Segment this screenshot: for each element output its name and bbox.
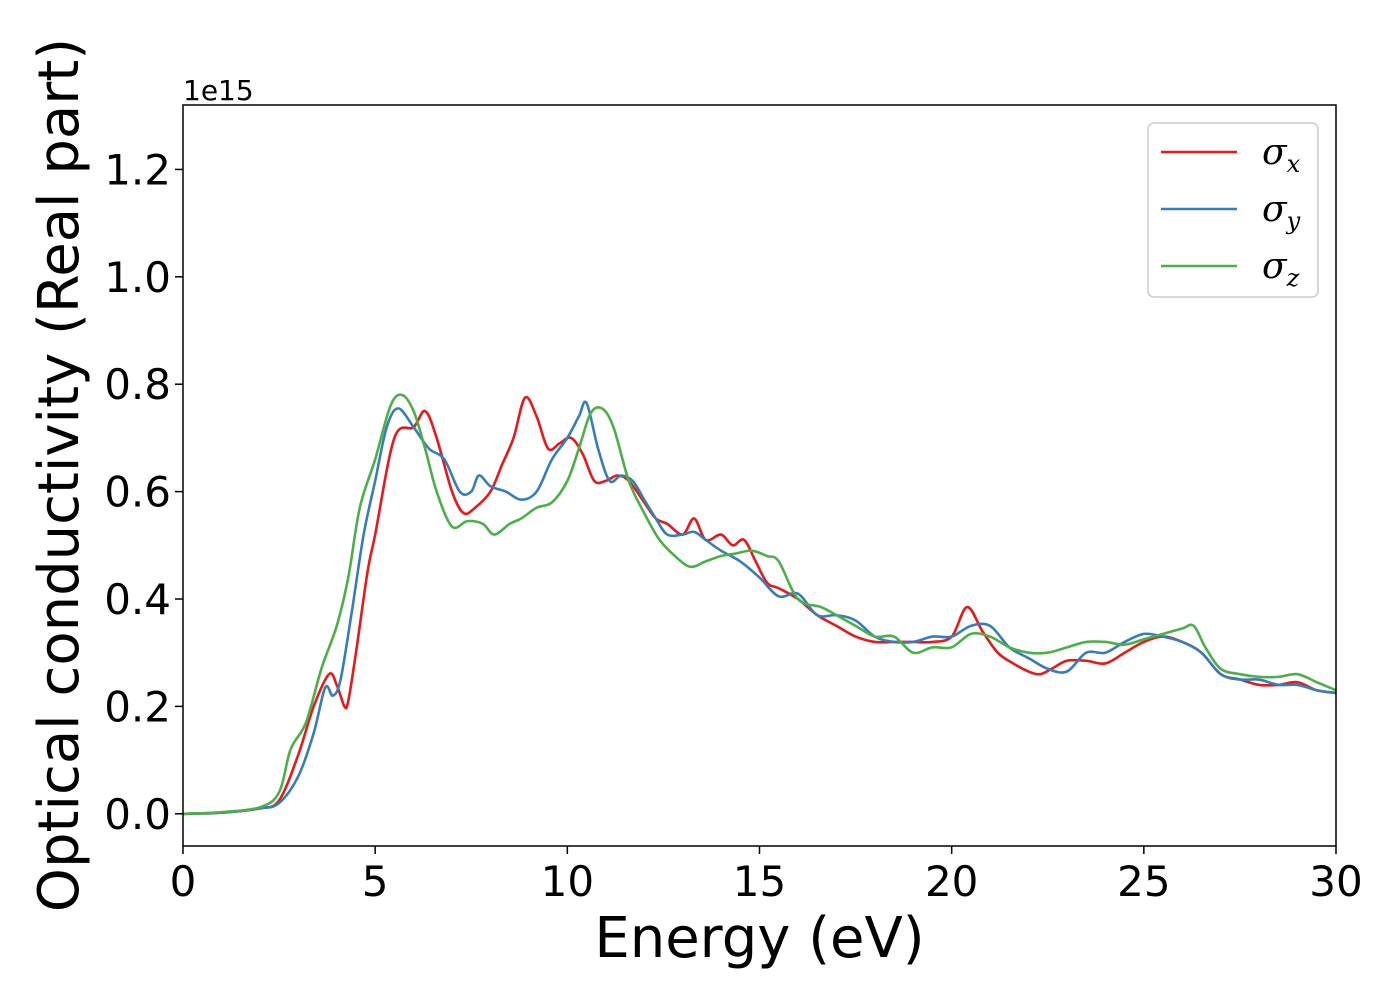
y-tick-label: 0.6 <box>104 468 171 517</box>
x-tick-label: 30 <box>1309 857 1362 906</box>
series-layer <box>183 393 1336 816</box>
legend-symbol: σ <box>1262 246 1288 287</box>
x-tick-label: 20 <box>925 857 978 906</box>
x-tick-label: 0 <box>170 857 197 906</box>
legend-subscript: y <box>1286 207 1301 235</box>
x-axis-title: Energy (eV) <box>594 906 924 971</box>
legend-symbol: σ <box>1262 189 1288 230</box>
x-tick-label: 15 <box>733 857 786 906</box>
x-axis: 0 5 10 15 20 25 30 <box>170 846 1363 906</box>
series-line-sigma-y <box>183 400 1336 816</box>
y-tick-label: 0.4 <box>104 575 171 624</box>
y-tick-label: 0.0 <box>104 790 171 839</box>
legend-label-sigma-x: σx <box>1262 132 1301 178</box>
y-axis: 0.0 0.2 0.4 0.6 0.8 1.0 1.2 <box>104 145 183 839</box>
x-tick-label: 25 <box>1117 857 1170 906</box>
y-tick-label: 1.2 <box>104 145 171 194</box>
x-tick-label: 10 <box>541 857 594 906</box>
legend-label-sigma-y: σy <box>1262 189 1301 235</box>
y-offset-label: 1e15 <box>183 74 254 107</box>
y-tick-label: 0.8 <box>104 360 171 409</box>
series-line-sigma-z <box>183 393 1336 816</box>
legend-subscript: x <box>1287 150 1301 178</box>
legend-label-sigma-z: σz <box>1262 246 1300 292</box>
legend-subscript: z <box>1286 264 1300 292</box>
series-line-sigma-x <box>183 395 1336 816</box>
legend-symbol: σ <box>1262 132 1288 173</box>
y-axis-title: Optical conductivity (Real part) <box>27 38 92 912</box>
y-tick-label: 0.2 <box>104 682 171 731</box>
x-tick-label: 5 <box>362 857 389 906</box>
y-tick-label: 1.0 <box>104 253 171 302</box>
